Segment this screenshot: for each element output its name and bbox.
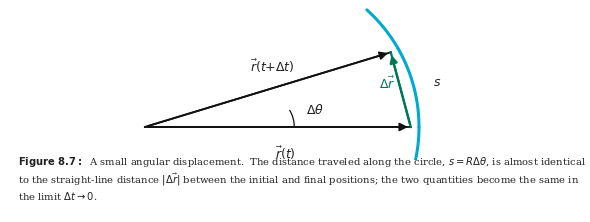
Text: $\Delta\vec{r}$: $\Delta\vec{r}$: [379, 75, 395, 92]
Text: $\vec{r}(t)$: $\vec{r}(t)$: [275, 145, 296, 162]
Text: $\Delta\theta$: $\Delta\theta$: [306, 103, 324, 117]
Text: $s$: $s$: [432, 76, 441, 89]
Text: $\bf{Figure\ 8.7:}$  A small angular displacement.  The distance traveled along : $\bf{Figure\ 8.7:}$ A small angular disp…: [18, 155, 586, 202]
Text: $\vec{r}(t{+}\Delta t)$: $\vec{r}(t{+}\Delta t)$: [250, 57, 294, 75]
